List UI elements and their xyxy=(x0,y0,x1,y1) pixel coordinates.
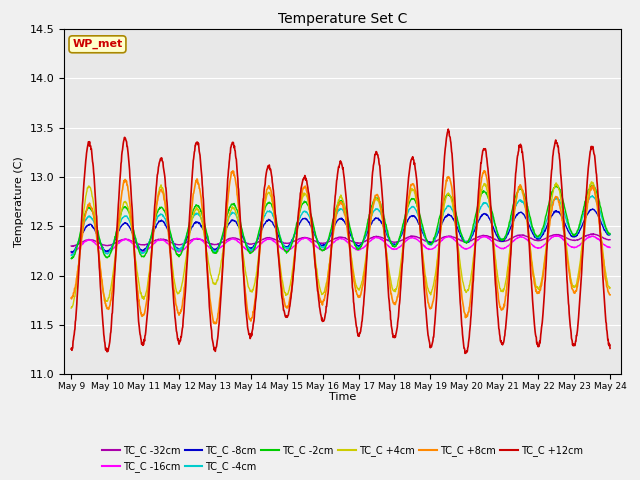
TC_C -8cm xyxy=(188,225,195,231)
Title: Temperature Set C: Temperature Set C xyxy=(278,12,407,26)
TC_C -4cm xyxy=(67,252,75,258)
TC_C -32cm xyxy=(67,243,75,249)
TC_C -16cm xyxy=(188,238,195,244)
TC_C -8cm xyxy=(67,249,75,254)
TC_C +12cm xyxy=(187,190,195,196)
TC_C +4cm xyxy=(187,222,195,228)
TC_C +8cm xyxy=(212,321,220,326)
Line: TC_C -16cm: TC_C -16cm xyxy=(71,236,610,253)
TC_C +8cm xyxy=(67,295,75,301)
TC_C +8cm xyxy=(248,315,255,321)
TC_C +4cm xyxy=(588,179,595,185)
TC_C -32cm xyxy=(543,235,550,241)
TC_C -32cm xyxy=(248,241,255,247)
TC_C +8cm xyxy=(187,212,195,218)
TC_C -4cm xyxy=(248,247,255,252)
TC_C -2cm xyxy=(495,234,502,240)
TC_C +4cm xyxy=(67,305,75,311)
TC_C +12cm xyxy=(461,350,469,356)
TC_C -2cm xyxy=(248,250,255,255)
TC_C -8cm xyxy=(424,239,432,245)
TC_C -16cm xyxy=(495,244,502,250)
Line: TC_C +4cm: TC_C +4cm xyxy=(71,182,610,308)
TC_C -32cm xyxy=(188,237,195,243)
TC_C -2cm xyxy=(606,231,614,237)
TC_C +12cm xyxy=(424,332,432,338)
TC_C -4cm xyxy=(543,218,550,224)
TC_C -4cm xyxy=(606,231,614,237)
TC_C +8cm xyxy=(543,245,550,251)
TC_C -32cm xyxy=(589,231,597,237)
TC_C +12cm xyxy=(248,331,255,336)
TC_C -16cm xyxy=(543,240,550,246)
TC_C -32cm xyxy=(495,238,502,244)
Text: WP_met: WP_met xyxy=(72,39,123,49)
TC_C -4cm xyxy=(175,246,182,252)
TC_C +12cm xyxy=(606,346,614,351)
Line: TC_C +8cm: TC_C +8cm xyxy=(71,171,610,324)
TC_C -32cm xyxy=(69,243,77,249)
Y-axis label: Temperature (C): Temperature (C) xyxy=(14,156,24,247)
TC_C -32cm xyxy=(175,242,182,248)
TC_C +4cm xyxy=(495,278,502,284)
TC_C +12cm xyxy=(67,346,75,352)
TC_C -4cm xyxy=(188,217,195,223)
TC_C +4cm xyxy=(248,288,255,294)
Line: TC_C -4cm: TC_C -4cm xyxy=(71,196,610,255)
TC_C +8cm xyxy=(424,300,432,306)
TC_C +8cm xyxy=(606,292,614,298)
TC_C +4cm xyxy=(606,285,614,291)
TC_C -8cm xyxy=(589,206,596,212)
TC_C -4cm xyxy=(68,252,76,258)
TC_C -8cm xyxy=(606,232,614,238)
TC_C -16cm xyxy=(248,248,255,254)
TC_C -16cm xyxy=(424,246,432,252)
TC_C -32cm xyxy=(424,239,432,245)
TC_C -8cm xyxy=(68,250,76,255)
TC_C -2cm xyxy=(188,213,195,219)
TC_C +4cm xyxy=(542,246,550,252)
TC_C -16cm xyxy=(67,250,75,256)
TC_C -16cm xyxy=(606,245,614,251)
TC_C -8cm xyxy=(543,225,550,230)
Line: TC_C -32cm: TC_C -32cm xyxy=(71,234,610,246)
TC_C -2cm xyxy=(588,182,595,188)
TC_C +12cm xyxy=(495,327,503,333)
TC_C +8cm xyxy=(495,300,503,306)
TC_C -8cm xyxy=(248,245,255,251)
TC_C -2cm xyxy=(68,256,76,262)
TC_C -16cm xyxy=(68,250,76,256)
TC_C -8cm xyxy=(495,236,502,242)
TC_C +8cm xyxy=(174,310,182,316)
TC_C -16cm xyxy=(175,249,182,254)
Line: TC_C +12cm: TC_C +12cm xyxy=(71,129,610,353)
TC_C -2cm xyxy=(175,253,182,259)
TC_C -8cm xyxy=(175,246,182,252)
Line: TC_C -2cm: TC_C -2cm xyxy=(71,185,610,259)
TC_C +4cm xyxy=(174,291,182,297)
TC_C +4cm xyxy=(424,286,432,291)
Legend: TC_C -32cm, TC_C -16cm, TC_C -8cm, TC_C -4cm, TC_C -2cm, TC_C +4cm, TC_C +8cm, T: TC_C -32cm, TC_C -16cm, TC_C -8cm, TC_C … xyxy=(99,442,586,476)
TC_C +12cm xyxy=(444,126,452,132)
TC_C +8cm xyxy=(481,168,488,174)
TC_C -4cm xyxy=(495,233,502,239)
TC_C -4cm xyxy=(588,193,596,199)
Line: TC_C -8cm: TC_C -8cm xyxy=(71,209,610,252)
X-axis label: Time: Time xyxy=(329,393,356,402)
TC_C -2cm xyxy=(67,256,75,262)
TC_C -2cm xyxy=(424,240,432,246)
TC_C +12cm xyxy=(543,248,550,254)
TC_C -16cm xyxy=(551,233,559,239)
TC_C -32cm xyxy=(606,237,614,242)
TC_C +12cm xyxy=(174,337,182,343)
TC_C -2cm xyxy=(543,212,550,217)
TC_C -4cm xyxy=(424,241,432,247)
